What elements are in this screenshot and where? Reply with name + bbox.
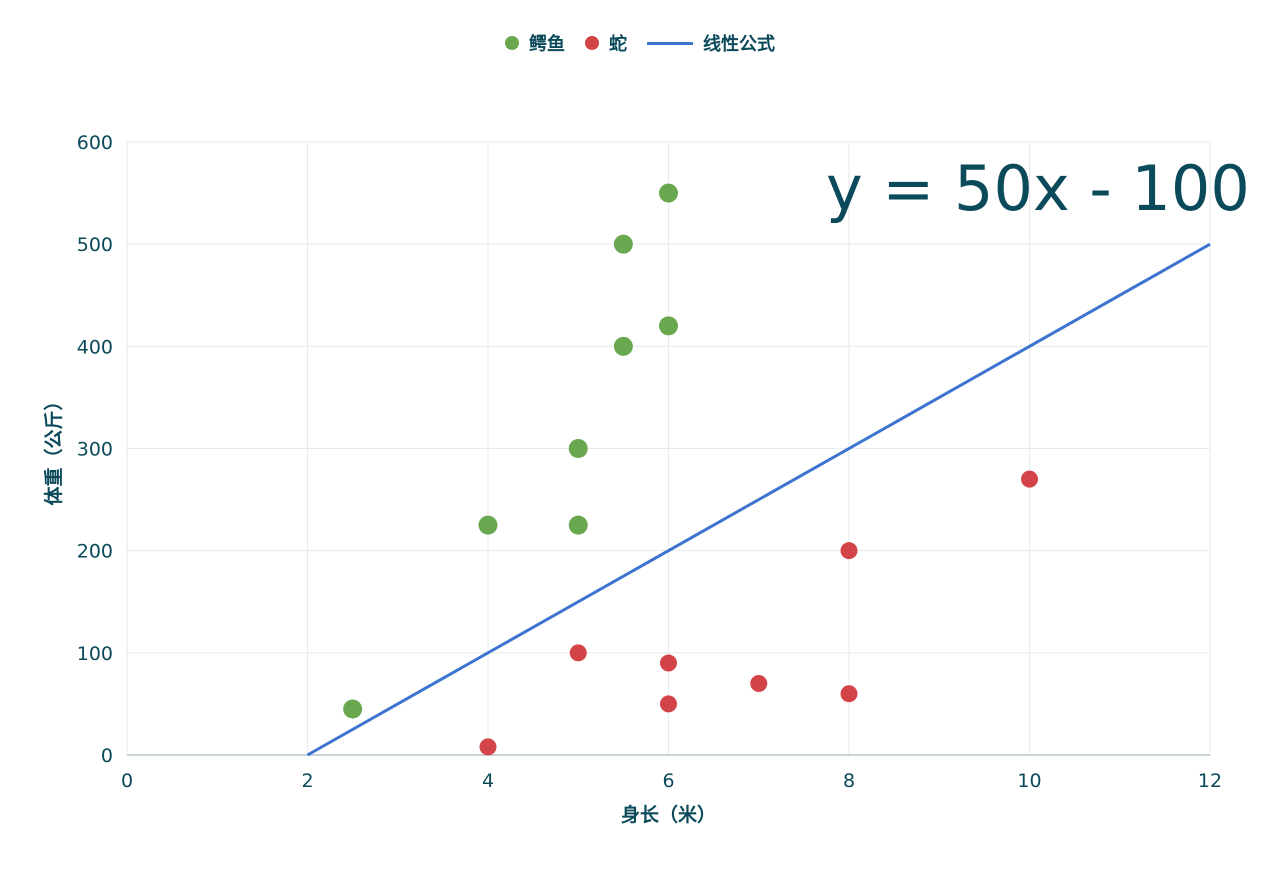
y-tick-label: 200 xyxy=(77,541,113,563)
y-axis-label: 体重（公斤） xyxy=(42,391,65,505)
legend-label-snake: 蛇 xyxy=(609,34,627,55)
y-tick-label: 0 xyxy=(101,745,113,767)
crocodile-point xyxy=(568,515,588,535)
snake-point xyxy=(660,654,677,672)
legend-item-snake[interactable]: 蛇 xyxy=(585,30,627,56)
formula-annotation: y = 50x - 100 xyxy=(826,152,1250,225)
snake-point xyxy=(479,738,497,756)
y-tick-label: 500 xyxy=(77,234,113,256)
x-tick-label: 6 xyxy=(662,770,674,792)
snake-point xyxy=(750,674,768,692)
snake-point xyxy=(840,542,858,560)
crocodile-point xyxy=(659,183,678,203)
crocodile-point xyxy=(478,515,498,535)
y-tick-label: 400 xyxy=(77,336,113,358)
x-tick-label: 8 xyxy=(843,770,855,792)
legend: 鳄鱼 蛇 线性公式 xyxy=(0,30,1280,56)
legend-swatch-snake xyxy=(585,36,599,50)
legend-label-formula: 线性公式 xyxy=(703,34,775,55)
snake-point xyxy=(660,695,677,713)
legend-label-crocodile: 鳄鱼 xyxy=(529,34,565,55)
x-tick-label: 12 xyxy=(1198,770,1222,792)
legend-swatch-crocodile xyxy=(505,36,519,50)
y-tick-label: 300 xyxy=(77,439,113,461)
legend-item-formula[interactable]: 线性公式 xyxy=(647,30,775,56)
y-tick-label: 100 xyxy=(77,643,113,665)
snake-point xyxy=(1021,470,1038,488)
series-layer xyxy=(306,183,1211,757)
series-2 xyxy=(306,242,1211,757)
y-tick-label: 600 xyxy=(77,132,113,154)
axis-layer: 0 2 4 6 8 10 12 0 100 200 300 400 500 600 xyxy=(77,132,1222,792)
x-tick-label: 0 xyxy=(121,770,133,792)
legend-item-crocodile[interactable]: 鳄鱼 xyxy=(505,30,565,56)
snake-point xyxy=(569,644,587,662)
series-0 xyxy=(343,183,678,719)
snake-point xyxy=(840,685,858,703)
crocodile-point xyxy=(343,699,363,719)
crocodile-point xyxy=(659,316,678,336)
crocodile-point xyxy=(613,234,633,254)
x-axis-label: 身长（米） xyxy=(621,803,716,826)
formula-line xyxy=(306,242,1211,757)
grid-layer xyxy=(126,141,1211,756)
crocodile-point xyxy=(568,439,588,458)
legend-swatch-formula xyxy=(647,41,693,45)
x-tick-label: 4 xyxy=(482,770,494,792)
x-tick-label: 2 xyxy=(301,770,313,792)
x-tick-label: 10 xyxy=(1017,770,1041,792)
series-1 xyxy=(479,470,1038,756)
crocodile-point xyxy=(613,336,633,356)
